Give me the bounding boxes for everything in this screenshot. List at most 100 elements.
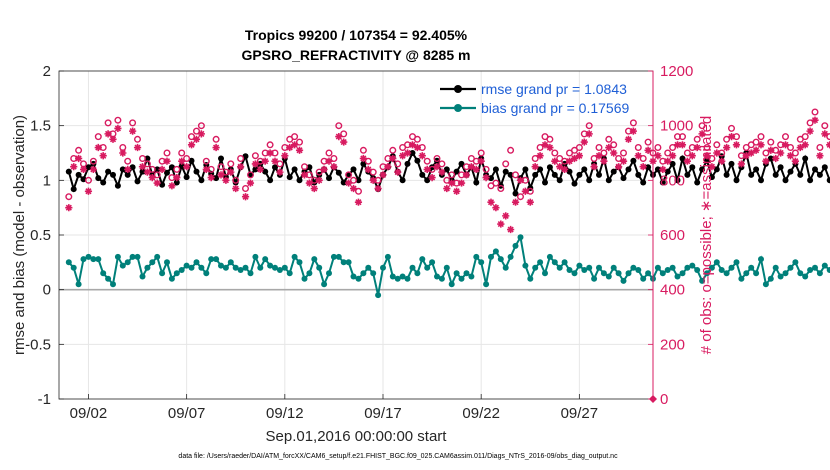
y-axis-label: rmse and bias (model - observation) [11,115,28,355]
data-point [197,122,205,130]
data-point [512,190,519,197]
data-point [812,166,818,173]
data-point [659,270,666,277]
data-point [816,152,824,160]
legend-rmse-label: rmse grand pr = 1.0843 [481,81,627,97]
data-point [124,171,131,178]
data-point [645,164,652,171]
data-point [565,157,574,165]
data-point [497,220,505,228]
data-point [728,264,735,271]
data-point [566,267,573,273]
data-point [173,270,180,277]
data-point [786,152,795,160]
data-point [684,171,691,178]
data-point [105,275,112,282]
data-point [590,163,598,171]
data-point [767,146,775,154]
data-point [502,212,510,220]
data-point [237,154,245,162]
data-point [325,157,333,165]
data-point [138,154,146,162]
data-point [630,157,637,164]
data-point [758,177,764,184]
data-point [374,184,382,193]
data-point [536,152,544,160]
data-point [516,176,525,184]
data-point [394,160,402,168]
data-point [723,143,731,152]
data-point [419,256,426,263]
data-point [192,135,201,143]
data-point [178,163,185,170]
data-point [821,164,828,171]
data-point [556,177,563,184]
data-point [154,166,161,173]
data-point [291,253,298,260]
data-point [674,273,681,280]
data-point [718,267,725,273]
data-point [546,143,554,152]
data-point [109,135,117,143]
data-point [462,171,471,179]
data-point [708,163,716,171]
data-point [315,176,323,184]
data-point [188,264,195,271]
data-point [321,281,328,288]
data-point [684,264,691,271]
data-point [138,163,147,171]
data-point [782,133,790,141]
data-point [65,259,72,266]
data-point [409,264,416,271]
data-point [350,166,357,173]
data-point [644,138,652,146]
data-point [345,259,352,266]
data-point [797,171,804,178]
data-point [443,184,451,193]
data-point [517,234,524,241]
data-point [434,273,440,280]
data-point [428,174,436,182]
data-point [261,157,269,165]
data-point [772,264,779,271]
data-point [674,177,681,184]
data-point [713,166,720,173]
data-point [556,163,564,171]
data-point [291,133,299,141]
data-point [95,175,102,182]
data-point [89,157,97,165]
data-point [414,270,421,277]
y-tick-label: 1.5 [30,118,51,135]
data-point [703,143,711,151]
data-point [198,264,205,271]
data-point [619,157,628,165]
data-point [620,175,627,182]
data-point [753,166,760,173]
data-point [183,262,190,269]
data-point [615,270,622,277]
data-point [821,122,829,130]
data-point [492,204,500,212]
data-point [758,256,764,263]
data-point [227,259,234,266]
data-point [473,179,480,186]
data-point [369,176,377,184]
data-point [301,163,309,171]
data-point [488,175,494,182]
data-point [124,157,132,165]
data-point [173,165,181,173]
data-point [104,119,112,127]
data-point [576,171,583,178]
data-point [187,141,196,149]
data-point [605,143,613,152]
data-point [542,270,548,277]
data-point [576,262,583,269]
data-point [522,262,529,269]
data-point [70,186,77,193]
data-point [375,292,382,299]
data-point [532,264,539,271]
data-point [718,157,726,165]
data-point [782,270,789,277]
data-point [512,242,519,249]
data-point [354,198,363,206]
